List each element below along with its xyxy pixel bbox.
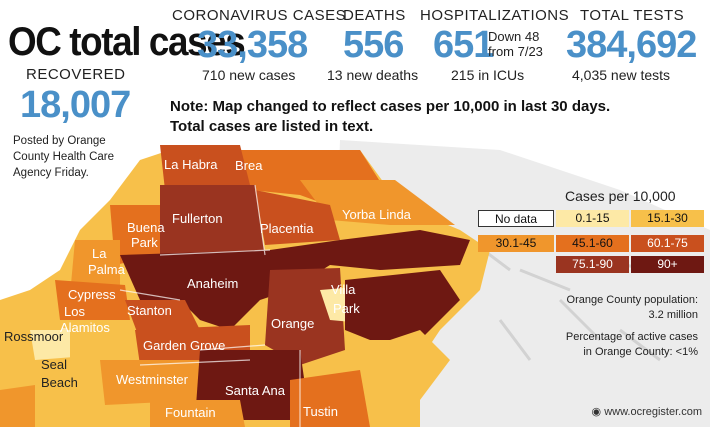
city-label-yorba-linda: Yorba Linda <box>342 207 411 222</box>
city-label-la-habra: La Habra <box>164 157 218 172</box>
hospitalizations-label: HOSPITALIZATIONS <box>420 7 570 24</box>
credit-line: ◉ www.ocregister.com <box>592 405 702 418</box>
city-label-anaheim: Anaheim <box>187 276 239 291</box>
legend-item: No data <box>478 210 554 227</box>
region-yorba <box>300 180 455 225</box>
region-rossmoor <box>30 330 70 360</box>
legend-item: 90+ <box>631 256 704 273</box>
city-label-fountain: Fountain <box>165 405 216 420</box>
region-placentia <box>255 190 340 245</box>
city-label-park: Park <box>131 235 158 250</box>
legend-item: 75.1-90 <box>556 256 629 273</box>
region-lowcoast <box>0 385 35 427</box>
city-label-placentia: Placentia <box>260 221 314 236</box>
city-label-garden-grove: Garden Grove <box>143 338 226 353</box>
region-fullerton <box>160 185 265 255</box>
region-fountain <box>150 400 245 427</box>
hospitalizations-value: 651 <box>433 24 494 66</box>
legend-title: Cases per 10,000 <box>565 188 676 204</box>
tests-label: TOTAL TESTS <box>580 7 685 24</box>
terrain-ridges <box>469 238 661 362</box>
city-label-palma: Palma <box>88 262 125 277</box>
legend-item: 0.1-15 <box>556 210 629 227</box>
deaths-label: DEATHS <box>343 7 406 24</box>
city-label-cypress: Cypress <box>68 287 116 302</box>
region-seal-beach <box>30 355 100 400</box>
legend-item: 60.1-75 <box>631 235 704 252</box>
city-label-santa-ana: Santa Ana <box>225 383 285 398</box>
city-label-westminster: Westminster <box>116 372 188 387</box>
city-label-tustin: Tustin <box>303 404 338 419</box>
city-label-buena: Buena <box>127 220 165 235</box>
city-label-rossmoor: Rossmoor <box>4 329 64 344</box>
icu-count: 215 in ICUs <box>451 67 525 83</box>
camera-icon: ◉ <box>591 406 605 418</box>
city-label-la: La <box>92 246 107 261</box>
region-southeast <box>360 330 450 400</box>
region-cypress <box>55 280 130 320</box>
cases-label: CORONAVIRUS CASES <box>172 7 347 24</box>
city-label-beach: Beach <box>41 375 78 390</box>
active-line-2: in Orange County: <1% <box>583 346 698 358</box>
credit-text: www.ocregister.com <box>604 406 702 418</box>
region-lapalma <box>70 240 120 295</box>
city-boundaries <box>119 184 301 427</box>
cases-value: 33,358 <box>197 24 308 66</box>
population-line-2: 3.2 million <box>648 309 698 321</box>
tests-value: 384,692 <box>566 24 697 66</box>
region-labrea <box>160 145 250 190</box>
active-line-1: Percentage of active cases <box>565 331 698 343</box>
hospitalizations-change-1: Down 48 <box>488 29 540 44</box>
new-cases: 710 new cases <box>202 67 296 83</box>
new-tests: 4,035 new tests <box>572 67 671 83</box>
city-label-villa: Villa <box>331 282 356 297</box>
city-label-orange: Orange <box>271 316 315 331</box>
legend-item: 15.1-30 <box>631 210 704 227</box>
region-tustin <box>290 370 370 427</box>
city-label-fullerton: Fullerton <box>172 211 223 226</box>
map-note-line-2: Total cases are listed in text. <box>170 118 374 135</box>
population-line-1: Orange County population: <box>566 294 698 306</box>
city-label-los: Los <box>64 304 85 319</box>
city-label-alamitos: Alamitos <box>60 320 110 335</box>
region-westminster <box>100 360 205 405</box>
region-east-orange <box>345 270 460 340</box>
legend-item: 45.1-60 <box>556 235 629 252</box>
deaths-value: 556 <box>343 24 404 66</box>
city-label-stanton: Stanton <box>127 303 172 318</box>
city-label-brea: Brea <box>235 158 263 173</box>
new-deaths: 13 new deaths <box>327 67 419 83</box>
posted-note: Posted by Orange County Health Care Agen… <box>13 135 114 179</box>
hospitalizations-change-2: from 7/23 <box>488 44 543 59</box>
city-label-villa-park: Park <box>333 301 360 316</box>
recovered-label: RECOVERED <box>26 66 126 83</box>
legend-item: 30.1-45 <box>478 235 554 252</box>
page-title: OC total cases <box>8 20 246 64</box>
city-label-seal: Seal <box>41 357 68 372</box>
region-buena-park <box>110 205 160 265</box>
recovered-value: 18,007 <box>20 84 131 126</box>
map-note-line-1: Note: Map changed to reflect cases per 1… <box>170 98 611 115</box>
